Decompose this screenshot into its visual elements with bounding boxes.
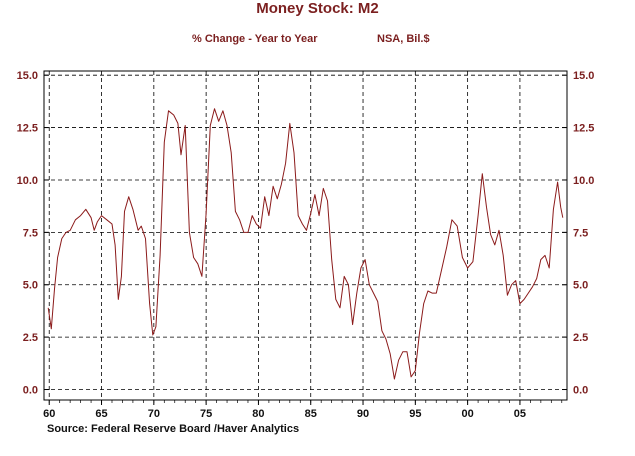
m2-yoy-line: [47, 108, 564, 380]
y-tick-label-right: 0.0: [573, 385, 588, 397]
grid-lines: [44, 71, 567, 400]
chart-title: Money Stock: M2: [256, 0, 379, 17]
x-tick-label: 70: [148, 408, 160, 420]
source-note: Source: Federal Reserve Board /Haver Ana…: [47, 423, 300, 435]
y-tick-label-left: 5.0: [23, 280, 38, 292]
y-tick-label-left: 0.0: [23, 385, 38, 397]
y-tick-label-right: 10.0: [573, 175, 594, 187]
y-tick-label-left: 2.5: [23, 332, 38, 344]
y-tick-label-left: 15.0: [17, 70, 38, 82]
y-tick-label-left: 10.0: [17, 175, 38, 187]
chart-subtitle-change: % Change - Year to Year: [192, 33, 318, 45]
series-layer: [47, 108, 564, 380]
chart-subtitle-units: NSA, Bil.$: [377, 33, 430, 45]
plot-frame: [43, 70, 568, 401]
y-tick-label-right: 2.5: [573, 332, 588, 344]
x-tick-label: 60: [43, 408, 55, 420]
y-tick-label-right: 12.5: [573, 123, 594, 135]
x-tick-label: 95: [409, 408, 421, 420]
y-tick-label-right: 7.5: [573, 227, 588, 239]
x-tick-label: 05: [514, 408, 526, 420]
axes: 0.0 0.0 2.5 2.5 5.0 5.0 7.5 7.5 10.0 10.0 12.5 12.5…: [17, 70, 595, 420]
x-tick-label: 65: [95, 408, 107, 420]
y-tick-label-left: 7.5: [23, 227, 38, 239]
x-tick-label: 00: [462, 408, 474, 420]
x-tick-label: 85: [305, 408, 317, 420]
y-tick-label-right: 15.0: [573, 70, 594, 82]
x-tick-label: 75: [200, 408, 212, 420]
y-tick-label-left: 12.5: [17, 123, 38, 135]
x-tick-label: 80: [252, 408, 264, 420]
x-tick-label: 90: [357, 408, 369, 420]
y-tick-label-right: 5.0: [573, 280, 588, 292]
